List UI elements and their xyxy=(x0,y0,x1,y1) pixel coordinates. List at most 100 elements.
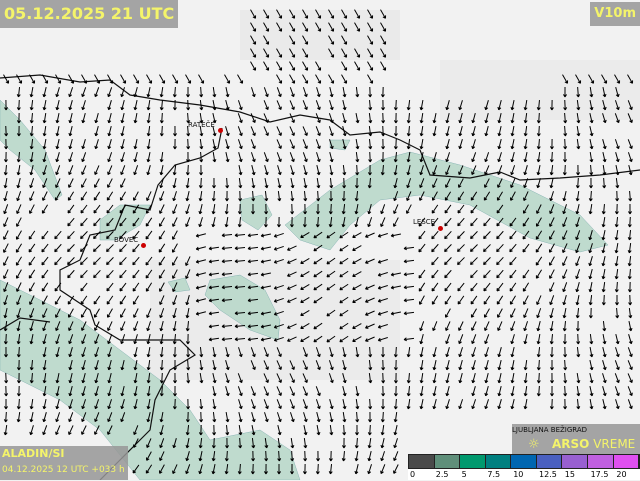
wind-arrow xyxy=(326,335,336,343)
wind-arrow xyxy=(576,125,581,137)
wind-arrow xyxy=(614,216,619,228)
wind-arrow xyxy=(94,360,99,371)
wind-arrow xyxy=(171,230,178,240)
wind-arrow xyxy=(615,165,620,176)
wind-arrow xyxy=(381,138,386,150)
wind-arrow xyxy=(276,74,283,84)
wind-arrow xyxy=(562,230,568,240)
wind-arrow xyxy=(509,295,516,305)
wind-arrow xyxy=(107,113,112,124)
wind-arrow xyxy=(471,386,476,397)
wind-arrow xyxy=(302,87,308,98)
wind-arrow xyxy=(377,337,388,342)
wind-arrow xyxy=(381,398,385,410)
wind-arrow xyxy=(509,282,517,292)
wind-arrow xyxy=(195,298,206,303)
wind-arrow xyxy=(195,233,206,238)
wind-arrow xyxy=(29,398,34,410)
wind-arrow xyxy=(589,360,594,371)
wind-arrow xyxy=(172,333,177,345)
wind-arrow xyxy=(208,337,220,342)
wind-arrow xyxy=(588,190,593,202)
wind-arrow xyxy=(208,324,220,329)
wind-arrow xyxy=(445,126,450,137)
wind-arrow xyxy=(355,138,360,150)
wind-arrow xyxy=(80,308,87,318)
wind-arrow xyxy=(159,333,164,345)
wind-arrow xyxy=(273,297,284,303)
wind-arrow xyxy=(497,100,502,111)
wind-arrow xyxy=(132,282,140,292)
wind-arrow xyxy=(159,125,164,137)
wind-arrow xyxy=(315,113,321,124)
wind-arrow xyxy=(602,113,607,124)
wind-arrow xyxy=(377,311,388,316)
wind-arrow xyxy=(575,230,581,241)
wind-arrow xyxy=(172,178,177,189)
wind-arrow xyxy=(41,204,49,214)
wind-arrow xyxy=(195,259,206,264)
wind-arrow xyxy=(132,217,140,227)
wind-arrow xyxy=(234,311,246,316)
wind-arrow xyxy=(106,217,114,227)
wind-arrow xyxy=(601,281,606,293)
wind-arrow xyxy=(290,203,295,215)
wind-arrow xyxy=(431,256,439,266)
wind-arrow xyxy=(159,112,164,124)
wind-arrow xyxy=(432,347,437,358)
wind-arrow xyxy=(290,437,295,449)
wind-arrow xyxy=(55,87,60,98)
wind-arrow xyxy=(81,425,87,435)
wind-arrow xyxy=(133,112,138,124)
wind-arrow xyxy=(212,177,216,189)
wind-arrow xyxy=(458,139,463,150)
wind-arrow xyxy=(159,438,165,449)
wind-arrow xyxy=(172,282,178,292)
wind-arrow xyxy=(589,139,594,150)
wind-arrow xyxy=(211,217,216,228)
wind-arrow xyxy=(497,373,502,384)
wind-arrow xyxy=(146,152,151,163)
wind-arrow xyxy=(368,86,373,98)
wind-arrow xyxy=(497,399,502,410)
wind-arrow xyxy=(199,151,204,163)
wind-arrow xyxy=(234,233,246,238)
wind-arrow xyxy=(42,425,48,436)
wind-arrow xyxy=(342,113,347,124)
wind-arrow xyxy=(212,99,217,111)
wind-arrow xyxy=(302,74,309,84)
wind-arrow xyxy=(313,244,323,252)
wind-arrow xyxy=(549,269,555,279)
wind-arrow xyxy=(92,244,101,253)
wind-arrow xyxy=(16,99,21,111)
wind-arrow xyxy=(55,113,60,124)
wind-arrow xyxy=(497,178,503,188)
wind-arrow xyxy=(509,243,517,253)
wind-arrow xyxy=(186,138,191,150)
wind-arrow xyxy=(470,269,478,279)
wind-arrow xyxy=(145,230,153,240)
wind-arrow xyxy=(172,295,178,306)
wind-arrow xyxy=(276,347,282,358)
wind-arrow xyxy=(444,295,452,305)
wind-arrow xyxy=(471,360,476,371)
wind-arrow xyxy=(536,346,541,358)
wind-arrow xyxy=(393,164,398,176)
wind-arrow xyxy=(510,347,515,358)
wind-arrow xyxy=(55,139,60,150)
wind-arrow xyxy=(16,346,21,358)
wind-arrow xyxy=(483,295,491,305)
wind-arrow xyxy=(120,126,125,137)
wind-arrow xyxy=(562,256,568,266)
wind-arrow xyxy=(41,295,48,305)
wind-arrow xyxy=(588,269,593,280)
wind-arrow xyxy=(536,125,541,137)
wind-arrow xyxy=(81,321,87,331)
wind-arrow xyxy=(16,164,21,176)
wind-arrow xyxy=(563,372,568,384)
wind-arrow xyxy=(328,22,335,32)
wind-arrow xyxy=(419,138,424,150)
wind-arrow xyxy=(221,298,233,303)
wind-arrow xyxy=(159,385,164,397)
